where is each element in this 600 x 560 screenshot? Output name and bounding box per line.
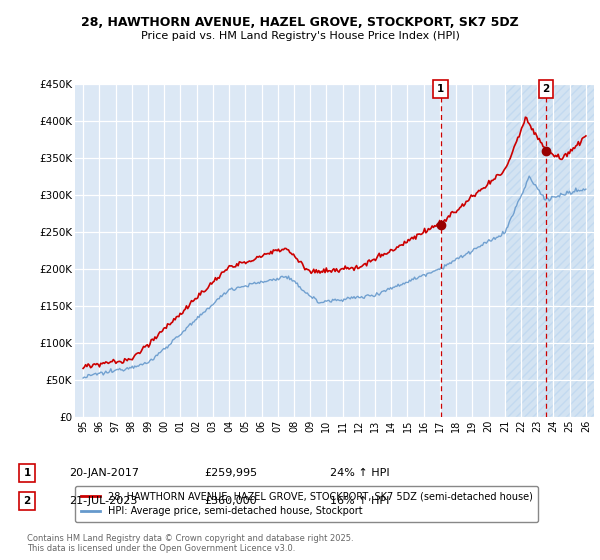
Text: 24% ↑ HPI: 24% ↑ HPI	[330, 468, 389, 478]
Text: 2: 2	[542, 84, 550, 94]
Bar	[505, 84, 594, 417]
Text: 21-JUL-2023: 21-JUL-2023	[69, 496, 137, 506]
Text: £360,000: £360,000	[204, 496, 257, 506]
Text: 16% ↑ HPI: 16% ↑ HPI	[330, 496, 389, 506]
Text: 1: 1	[23, 468, 31, 478]
Legend: 28, HAWTHORN AVENUE, HAZEL GROVE, STOCKPORT, SK7 5DZ (semi-detached house), HPI:: 28, HAWTHORN AVENUE, HAZEL GROVE, STOCKP…	[74, 486, 538, 522]
Text: Price paid vs. HM Land Registry's House Price Index (HPI): Price paid vs. HM Land Registry's House …	[140, 31, 460, 41]
Bar	[505, 84, 594, 417]
Text: 20-JAN-2017: 20-JAN-2017	[69, 468, 139, 478]
Text: 1: 1	[437, 84, 445, 94]
Text: Contains HM Land Registry data © Crown copyright and database right 2025.
This d: Contains HM Land Registry data © Crown c…	[27, 534, 353, 553]
Text: £259,995: £259,995	[204, 468, 257, 478]
Text: 2: 2	[23, 496, 31, 506]
Text: 28, HAWTHORN AVENUE, HAZEL GROVE, STOCKPORT, SK7 5DZ: 28, HAWTHORN AVENUE, HAZEL GROVE, STOCKP…	[81, 16, 519, 29]
